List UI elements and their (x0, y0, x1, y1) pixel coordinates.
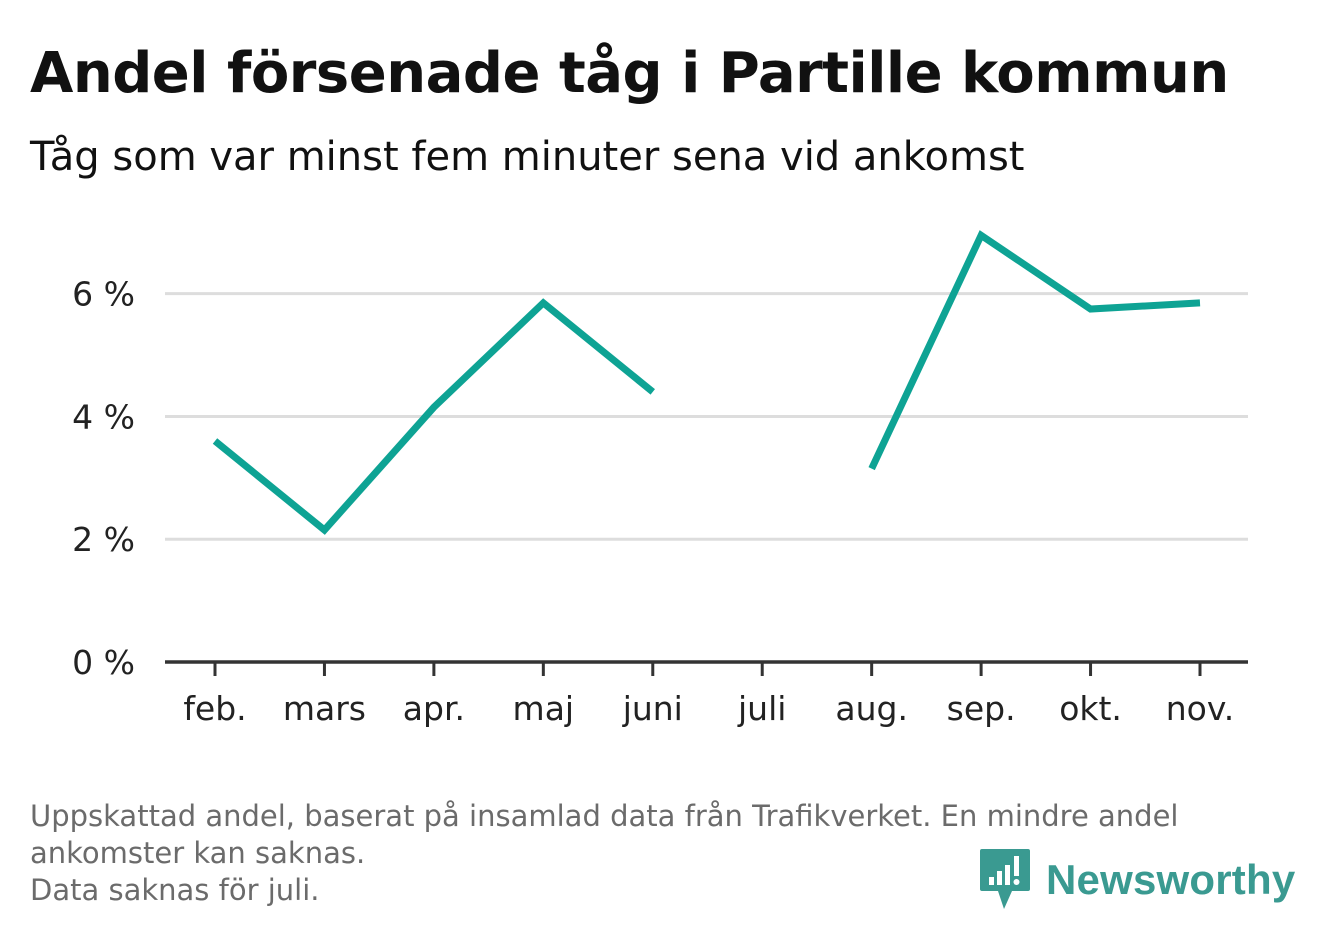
x-tick-label: juli (737, 689, 786, 728)
x-tick-label: mars (283, 689, 366, 728)
line-chart: 0 % 2 % 4 % 6 % feb. mars apr. maj juni juli aug.… (72, 230, 1248, 728)
bar-chart-speech-bubble-icon (980, 849, 1030, 909)
footnote-line: Data saknas för juli. (30, 873, 320, 907)
x-tick-label: nov. (1166, 689, 1235, 728)
chart-subtitle: Tåg som var minst fem minuter sena vid a… (30, 134, 1025, 180)
chart-title: Andel försenade tåg i Partille kommun (30, 41, 1229, 106)
gridlines (165, 292, 1248, 541)
x-tick-label: sep. (947, 689, 1016, 728)
y-axis-labels: 0 % 2 % 4 % 6 % (72, 275, 135, 682)
y-tick-label: 0 % (72, 643, 135, 682)
x-tick-label: maj (513, 689, 575, 728)
x-axis-labels: feb. mars apr. maj juni juli aug. sep. okt. nov. (183, 689, 1234, 728)
series-lines (212, 230, 1201, 535)
footnote: Uppskattad andel, baserat på insamlad da… (30, 798, 1179, 909)
y-tick-label: 6 % (72, 275, 135, 314)
series-line-segment (212, 298, 655, 535)
x-tick-label: okt. (1059, 689, 1122, 728)
series-line-segment (868, 230, 1201, 471)
x-tick-label: feb. (183, 689, 246, 728)
y-tick-label: 4 % (72, 397, 135, 436)
brand-logo: Newsworthy (980, 849, 1295, 911)
y-tick-label: 2 % (72, 520, 135, 559)
x-tick-label: juni (622, 689, 683, 728)
footnote-line: ankomster kan saknas. (30, 836, 366, 870)
x-tick-label: apr. (403, 689, 465, 728)
footnote-line: Uppskattad andel, baserat på insamlad da… (30, 799, 1179, 833)
x-axis (165, 660, 1248, 676)
x-tick-label: aug. (835, 689, 908, 728)
brand-name: Newsworthy (1046, 856, 1296, 903)
